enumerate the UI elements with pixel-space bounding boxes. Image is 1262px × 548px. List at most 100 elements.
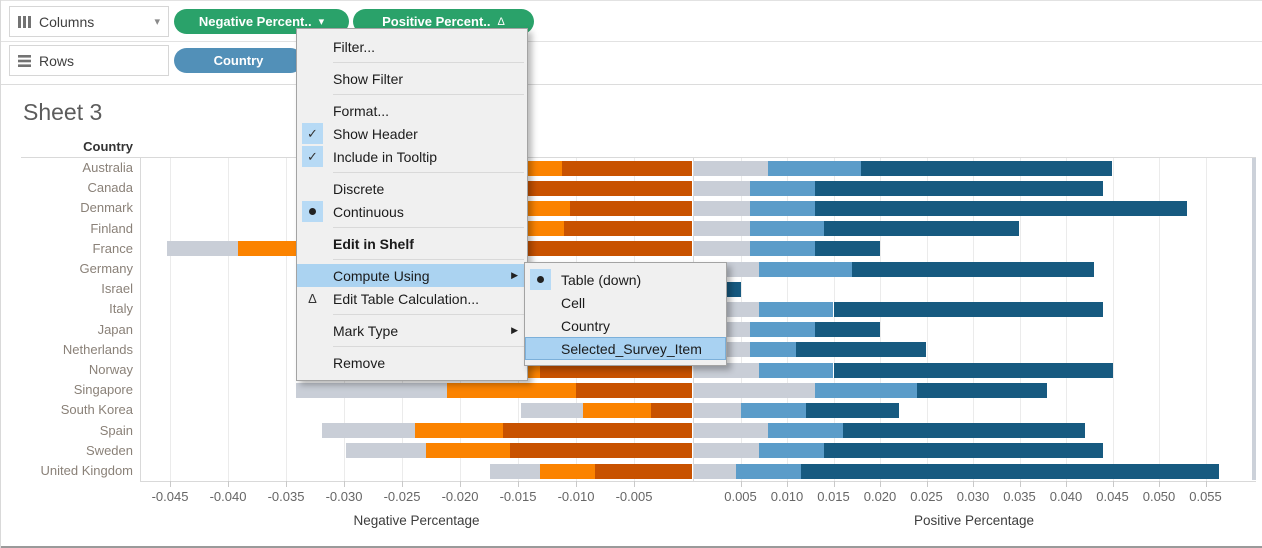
bar-segment-positive-neutral-gray[interactable]: [694, 201, 750, 216]
row-label-south-korea[interactable]: South Korea: [60, 402, 133, 418]
bar-segment-negative-dark-orange[interactable]: [576, 382, 692, 398]
bar-segment-negative-dark-orange[interactable]: [651, 403, 692, 418]
menu-item-show-header[interactable]: ✓ Show Header: [297, 122, 527, 145]
bar-segment-negative-dark-orange[interactable]: [483, 180, 692, 196]
row-label-israel[interactable]: Israel: [101, 281, 133, 297]
row-label-denmark[interactable]: Denmark: [80, 200, 133, 216]
bar-segment-negative-neutral-gray[interactable]: [346, 443, 427, 459]
bar-segment-positive-dark-blue[interactable]: [833, 302, 1104, 317]
bar-segment-negative-dark-orange[interactable]: [502, 423, 692, 439]
menu-item-mark-type[interactable]: Mark Type ▶: [297, 319, 527, 342]
bar-segment-positive-medium-blue[interactable]: [759, 261, 853, 277]
bar-segment-negative-dark-orange[interactable]: [509, 443, 692, 459]
row-label-norway[interactable]: Norway: [88, 362, 133, 377]
bar-segment-positive-dark-blue[interactable]: [824, 443, 1104, 459]
bar-segment-positive-medium-blue[interactable]: [814, 382, 918, 398]
bar-segment-negative-neutral-gray[interactable]: [521, 403, 583, 418]
bar-segment-positive-dark-blue[interactable]: [917, 382, 1048, 398]
menu-item-edit-in-shelf[interactable]: Edit in Shelf: [297, 232, 527, 255]
bar-segment-positive-neutral-gray[interactable]: [694, 221, 750, 237]
bar-segment-positive-neutral-gray[interactable]: [694, 382, 815, 398]
menu-item-filter[interactable]: Filter...: [297, 35, 527, 58]
menu-item-discrete[interactable]: Discrete: [297, 177, 527, 200]
bar-segment-positive-dark-blue[interactable]: [805, 403, 899, 418]
bar-segment-positive-dark-blue[interactable]: [852, 261, 1094, 277]
vertical-scrollbar[interactable]: [1252, 158, 1256, 480]
bar-segment-negative-dark-orange[interactable]: [562, 160, 692, 176]
menu-item-remove[interactable]: Remove: [297, 351, 527, 374]
bar-segment-positive-dark-blue[interactable]: [861, 160, 1113, 176]
bar-segment-positive-neutral-gray[interactable]: [694, 180, 750, 196]
menu-item-include-in-tooltip[interactable]: ✓ Include in Tooltip: [297, 145, 527, 168]
bar-segment-positive-neutral-gray[interactable]: [694, 241, 750, 257]
bar-segment-positive-neutral-gray[interactable]: [694, 160, 769, 176]
bar-segment-positive-medium-blue[interactable]: [749, 180, 815, 196]
pill-country[interactable]: Country: [174, 48, 303, 73]
bar-segment-positive-medium-blue[interactable]: [735, 463, 801, 479]
menu-item-table-down[interactable]: Table (down): [525, 268, 726, 291]
row-label-japan[interactable]: Japan: [97, 321, 133, 337]
menu-item-compute-using[interactable]: Compute Using ▶: [297, 264, 527, 287]
bar-segment-positive-neutral-gray[interactable]: [694, 403, 741, 418]
row-label-germany[interactable]: Germany: [79, 261, 133, 276]
bar-segment-positive-neutral-gray[interactable]: [694, 443, 760, 459]
bar-segment-positive-medium-blue[interactable]: [749, 241, 815, 257]
bar-segment-negative-neutral-gray[interactable]: [321, 423, 415, 439]
bar-segment-negative-dark-orange[interactable]: [564, 221, 692, 237]
bar-segment-negative-neutral-gray[interactable]: [166, 241, 239, 257]
bar-segment-positive-dark-blue[interactable]: [814, 201, 1187, 216]
rows-shelf[interactable]: Rows: [9, 45, 169, 76]
row-label-canada[interactable]: Canada: [87, 180, 133, 196]
bar-segment-positive-dark-blue[interactable]: [842, 423, 1085, 439]
bar-segment-negative-neutral-gray[interactable]: [490, 463, 541, 479]
bar-segment-negative-light-orange[interactable]: [540, 463, 595, 479]
bar-segment-positive-medium-blue[interactable]: [740, 403, 806, 418]
bar-segment-positive-medium-blue[interactable]: [749, 342, 797, 358]
menu-item-format[interactable]: Format...: [297, 99, 527, 122]
bar-segment-positive-dark-blue[interactable]: [814, 322, 880, 338]
row-label-italy[interactable]: Italy: [109, 301, 133, 317]
bar-segment-positive-medium-blue[interactable]: [749, 201, 815, 216]
bar-segment-positive-medium-blue[interactable]: [749, 221, 825, 237]
row-label-france[interactable]: France: [92, 240, 133, 256]
row-label-united-kingdom[interactable]: United Kingdom: [40, 463, 134, 478]
bar-segment-positive-dark-blue[interactable]: [824, 221, 1020, 237]
bar-segment-negative-dark-orange[interactable]: [540, 362, 692, 378]
bar-segment-positive-medium-blue[interactable]: [749, 322, 815, 338]
bar-segment-positive-dark-blue[interactable]: [814, 180, 1104, 196]
bar-segment-positive-neutral-gray[interactable]: [694, 463, 736, 479]
row-label-finland[interactable]: Finland: [90, 220, 133, 236]
row-label-spain[interactable]: Spain: [99, 422, 133, 438]
menu-item-selected-survey-item[interactable]: Selected_Survey_Item: [525, 337, 726, 360]
row-label-singapore[interactable]: Singapore: [73, 382, 133, 398]
bar-segment-positive-medium-blue[interactable]: [759, 362, 834, 378]
menu-item-cell[interactable]: Cell: [525, 291, 726, 314]
bar-segment-positive-medium-blue[interactable]: [768, 160, 862, 176]
bar-segment-positive-medium-blue[interactable]: [759, 443, 825, 459]
bar-segment-positive-neutral-gray[interactable]: [694, 423, 769, 439]
bar-segment-negative-dark-orange[interactable]: [570, 201, 692, 216]
row-label-netherlands[interactable]: Netherlands: [62, 341, 133, 357]
bar-segment-negative-light-orange[interactable]: [447, 382, 576, 398]
bar-segment-negative-neutral-gray[interactable]: [296, 382, 448, 398]
row-label-sweden[interactable]: Sweden: [86, 442, 133, 458]
bar-segment-positive-dark-blue[interactable]: [800, 463, 1220, 479]
menu-item-continuous[interactable]: Continuous: [297, 200, 527, 223]
bar-segment-positive-medium-blue[interactable]: [768, 423, 843, 439]
bar-segment-negative-light-orange[interactable]: [426, 443, 510, 459]
bar-segment-positive-medium-blue[interactable]: [759, 302, 834, 317]
bar-segment-positive-dark-blue[interactable]: [833, 362, 1113, 378]
bar-segment-positive-dark-blue[interactable]: [796, 342, 927, 358]
caret-down-icon[interactable]: ▾: [318, 16, 325, 28]
bar-segment-negative-light-orange[interactable]: [582, 403, 652, 418]
menu-item-country[interactable]: Country: [525, 314, 726, 337]
caret-down-icon[interactable]: ▾: [154, 16, 160, 28]
menu-item-edit-table-calculation[interactable]: Δ Edit Table Calculation...: [297, 287, 527, 310]
country-column-header[interactable]: Country: [83, 139, 133, 154]
bar-segment-negative-dark-orange[interactable]: [594, 463, 692, 479]
row-label-australia[interactable]: Australia: [82, 160, 133, 175]
menu-item-show-filter[interactable]: Show Filter: [297, 67, 527, 90]
bar-segment-positive-neutral-gray[interactable]: [694, 362, 760, 378]
bar-segment-negative-light-orange[interactable]: [414, 423, 503, 439]
bar-segment-positive-dark-blue[interactable]: [814, 241, 880, 257]
